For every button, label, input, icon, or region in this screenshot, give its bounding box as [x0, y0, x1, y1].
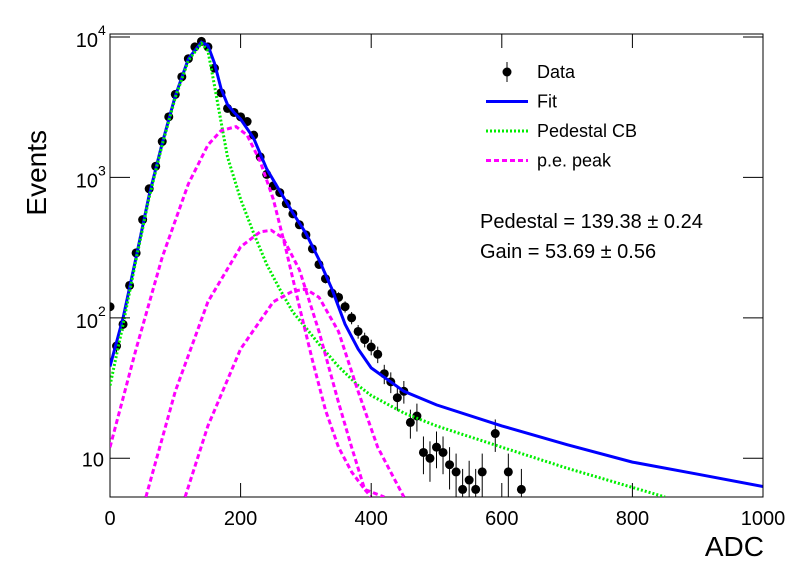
x-tick-label: 1000 [741, 508, 786, 530]
data-point [425, 453, 435, 463]
annotation: Gain = 53.69 ± 0.56 [480, 241, 656, 263]
y-tick-label: 10 [76, 170, 98, 192]
legend-label: Fit [537, 92, 557, 112]
data-point [471, 484, 481, 494]
data-point [353, 326, 363, 336]
x-tick-label: 400 [355, 508, 388, 530]
y-tick-label: 10 [82, 449, 104, 471]
legend-label: Data [537, 62, 576, 82]
legend-symbol [502, 67, 512, 77]
data-point [464, 475, 474, 485]
curve [110, 124, 385, 497]
data-point [438, 447, 448, 457]
data-point [110, 302, 115, 312]
data-point [445, 460, 455, 470]
data-point [340, 302, 350, 312]
data-point [392, 393, 402, 403]
x-tick-label: 200 [224, 508, 257, 530]
curve [144, 228, 373, 497]
y-axis-label: Events [21, 130, 52, 216]
y-tick-label-exponent: 3 [98, 162, 106, 178]
curve [110, 40, 763, 488]
data-point [503, 467, 513, 477]
data-point [432, 442, 441, 452]
data-point [458, 484, 468, 494]
x-tick-label: 800 [616, 508, 649, 530]
curve [183, 287, 406, 497]
y-tick-label: 10 [76, 30, 98, 52]
data-point [360, 335, 370, 345]
y-tick-label-exponent: 2 [98, 303, 106, 319]
curve [110, 41, 666, 497]
legend-label: p.e. peak [537, 151, 612, 171]
x-tick-label: 0 [104, 508, 115, 530]
data-point [405, 417, 415, 427]
x-axis-label: ADC [705, 531, 764, 562]
data-point [418, 447, 428, 457]
plot-frame [109, 33, 764, 498]
data-point [477, 467, 487, 477]
data-point [516, 484, 526, 494]
data-point [366, 342, 376, 352]
data-point [490, 429, 500, 439]
x-tick-label: 600 [485, 508, 518, 530]
data-point [451, 467, 461, 477]
y-tick-label-exponent: 4 [98, 22, 106, 38]
data-point [236, 112, 246, 122]
annotation: Pedestal = 139.38 ± 0.24 [480, 211, 703, 233]
data-point [412, 411, 422, 421]
plot-area [110, 36, 763, 497]
data-point [373, 349, 383, 359]
y-tick-label: 10 [76, 311, 98, 333]
legend-label: Pedestal CB [537, 121, 637, 141]
data-point [347, 313, 357, 323]
